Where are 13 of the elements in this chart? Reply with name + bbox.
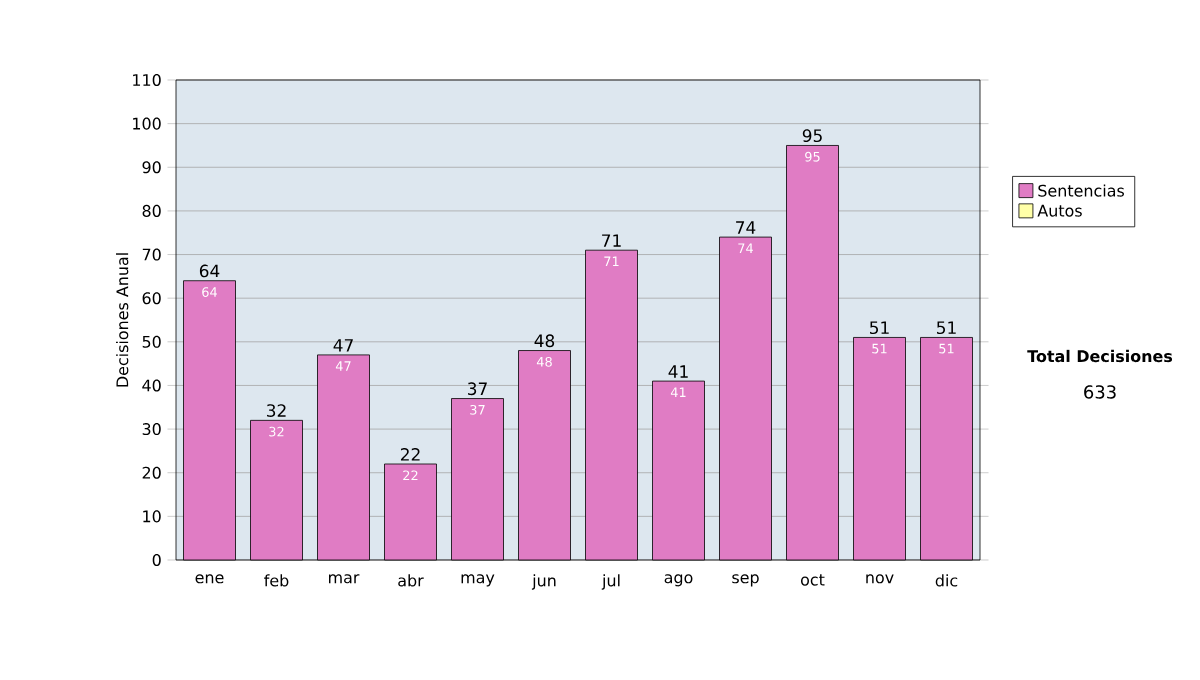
text: 22 <box>400 448 420 461</box>
text: 51 <box>937 321 956 335</box>
text: 51 <box>870 321 889 335</box>
text: 64 <box>199 264 220 278</box>
text: 47 <box>333 339 353 352</box>
text: 41 <box>668 365 688 378</box>
text: 32 <box>267 404 286 417</box>
text: 71 <box>602 234 621 247</box>
text: 95 <box>802 129 822 143</box>
text: 74 <box>736 221 756 234</box>
text: 37 <box>468 382 487 396</box>
text: 48 <box>534 334 555 348</box>
text: 633 <box>1084 385 1116 399</box>
